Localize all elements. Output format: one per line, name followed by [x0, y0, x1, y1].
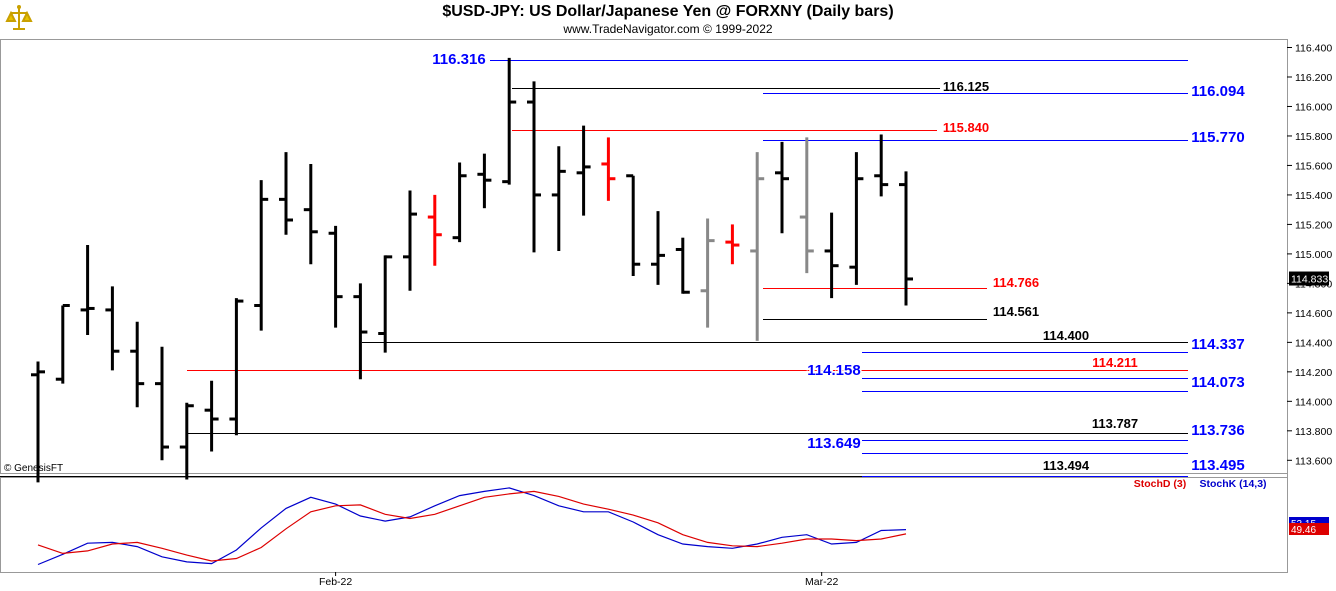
- ohlc-bar: [105, 286, 120, 371]
- chart-title: $USD-JPY: US Dollar/Japanese Yen @ FORXN…: [442, 3, 894, 20]
- price-tick-label: 114.400: [1295, 337, 1332, 349]
- level-label: 113.649: [807, 435, 860, 452]
- ohlc-bar: [130, 321, 145, 408]
- level-label: 116.316: [432, 51, 485, 68]
- last-price-box: [1289, 271, 1329, 286]
- level-label: 115.840: [943, 120, 989, 135]
- price-tick-label: 115.200: [1295, 219, 1332, 231]
- level-label: 114.561: [993, 304, 1039, 319]
- ohlc-bar: [527, 81, 541, 253]
- ohlc-bar: [254, 180, 269, 331]
- price-tick-label: 113.800: [1295, 426, 1332, 438]
- level-label: 116.094: [1191, 83, 1245, 100]
- time-axis: Feb-22 Mar-22: [319, 572, 838, 588]
- level-label: 113.736: [1191, 422, 1244, 439]
- legend-stochd: StochD (3): [1134, 478, 1187, 490]
- level-label: 113.495: [1191, 457, 1244, 474]
- stochastic-panel: StochD (3)StochK (14,3)53.1549.46: [37, 478, 1329, 566]
- ohlc-bar: [229, 298, 244, 436]
- ohlc-bar: [31, 361, 45, 483]
- ohlc-bar: [378, 255, 393, 353]
- ohlc-bar: [700, 218, 715, 328]
- ohlc-bar: [899, 171, 913, 306]
- level-label: 113.787: [1092, 416, 1138, 431]
- level-label: 114.073: [1191, 374, 1244, 391]
- price-panel-frame: [0, 39, 1288, 474]
- ohlc-bar: [725, 224, 740, 265]
- ohlc-bar: [874, 134, 889, 197]
- level-label: 114.766: [993, 275, 1039, 290]
- ohlc-bar: [775, 141, 789, 234]
- ohlc-bar: [279, 152, 293, 235]
- ohlc-bar: [403, 190, 417, 291]
- price-tick-label: 115.800: [1295, 131, 1332, 143]
- price-tick-label: 115.400: [1295, 190, 1332, 202]
- ohlc-bar: [750, 152, 765, 341]
- last-price-label: 114.833: [1291, 274, 1328, 286]
- ohlc-bar: [849, 152, 864, 285]
- ohlc-bar: [675, 237, 690, 294]
- price-tick-label: 116.200: [1295, 72, 1332, 84]
- level-label: 114.400: [1043, 328, 1089, 343]
- copyright-label: © GenesisFT: [4, 463, 64, 474]
- ohlc-bar: [55, 304, 70, 384]
- ohlc-bar: [179, 402, 194, 480]
- time-label: Feb-22: [319, 576, 352, 588]
- ohlc-bar: [799, 137, 814, 274]
- ohlc-bar: [353, 283, 368, 380]
- price-tick-label: 116.000: [1295, 101, 1332, 113]
- ohlc-bar: [626, 174, 641, 277]
- price-tick-label: 115.000: [1295, 249, 1332, 261]
- level-label: 115.770: [1191, 129, 1244, 146]
- legend-stochk: StochK (14,3): [1199, 478, 1266, 490]
- stoch-line: [37, 490, 907, 562]
- ohlc-bar: [576, 125, 591, 216]
- stoch-line: [37, 487, 907, 566]
- price-tick-label: 114.600: [1295, 308, 1332, 320]
- ohlc-bar: [427, 194, 442, 266]
- level-label: 116.125: [943, 79, 989, 94]
- stochd-value-box: [1289, 523, 1329, 535]
- level-label: 114.211: [1092, 355, 1138, 370]
- ohlc-bar: [204, 380, 219, 452]
- price-bars: [31, 57, 913, 483]
- stochd-value: 49.46: [1291, 525, 1316, 536]
- time-label: Mar-22: [805, 576, 838, 588]
- ohlc-bar: [155, 346, 169, 461]
- ohlc-bar: [303, 163, 318, 265]
- price-tick-label: 114.200: [1295, 367, 1332, 379]
- ohlc-bar: [551, 146, 566, 251]
- chart-frames: [0, 39, 1288, 573]
- level-label: 114.337: [1191, 336, 1244, 353]
- ohlc-bar: [601, 137, 616, 201]
- ohlc-bar: [824, 212, 839, 299]
- price-tick-label: 116.400: [1295, 43, 1332, 55]
- level-label: 113.494: [1043, 458, 1090, 473]
- support-resistance-levels: 116.316 116.125 116.094 115.840 115.770 114.7…: [0, 50, 1247, 477]
- stoch-panel-frame: [0, 477, 1288, 573]
- ohlc-bar: [328, 225, 343, 328]
- ohlc-bar: [452, 162, 467, 243]
- ohlc-bar: [477, 153, 492, 209]
- ohlc-bar: [80, 245, 95, 335]
- level-label: 114.158: [807, 362, 860, 379]
- price-tick-label: 114.000: [1295, 396, 1332, 408]
- trade-navigator-logo-icon: [5, 5, 33, 30]
- chart-subtitle: www.TradeNavigator.com © 1999-2022: [563, 22, 773, 36]
- ohlc-bar: [651, 211, 665, 285]
- ohlc-bar: [502, 57, 517, 185]
- price-axis: 113.600 113.800 114.000 114.200 114.400 114.6…: [1287, 43, 1332, 467]
- price-tick-label: 115.600: [1295, 160, 1332, 172]
- price-tick-label: 113.600: [1295, 455, 1332, 467]
